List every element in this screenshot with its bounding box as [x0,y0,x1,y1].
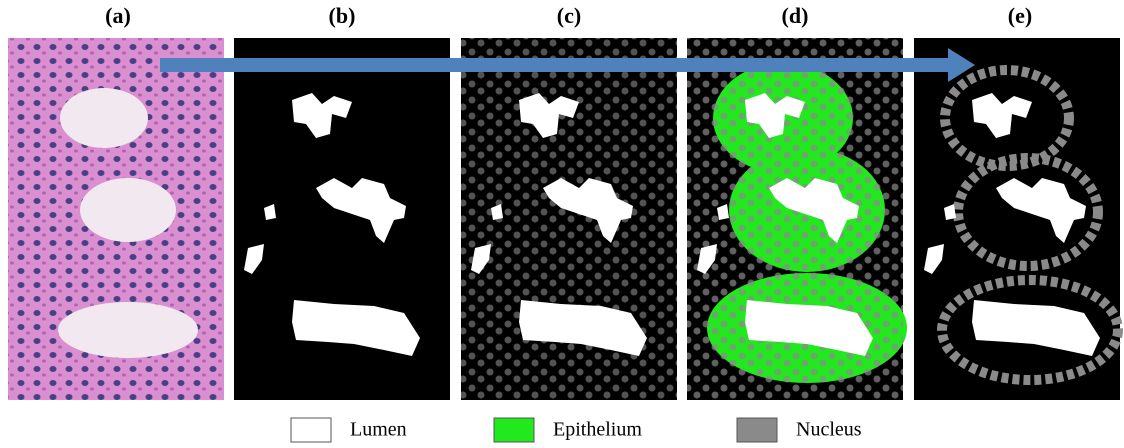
legend-swatch [494,418,534,442]
panel-label: (e) [1008,3,1032,28]
panel-label: (d) [782,3,809,28]
arrow-shaft [160,58,950,72]
lumen-region [80,178,176,242]
page: {"panels": [{"label": "(a)"}, {"label": … [0,0,1124,448]
panel-label: (b) [329,3,356,28]
legend-label: Nucleus [796,419,862,441]
figure: (a) (b) (c) (d) (e) Lumen Epithelium Nuc… [0,0,1124,448]
lumen-region [58,302,198,358]
lumen-region [60,88,148,148]
legend-swatch [737,418,777,442]
panel-label: (a) [105,3,131,28]
legend-label: Lumen [350,419,407,441]
legend-label: Epithelium [553,419,642,441]
panel-label: (c) [557,3,581,28]
legend-swatch [291,418,331,442]
